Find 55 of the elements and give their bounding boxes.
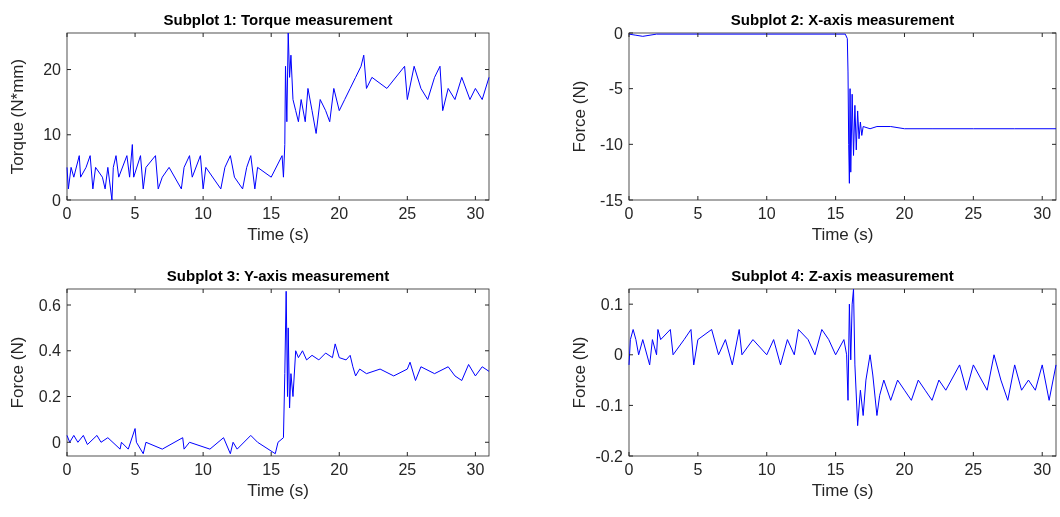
y-tick-label: 0: [52, 191, 62, 209]
y-axis-title: Force (N): [570, 80, 589, 153]
y-tick-label: -10: [599, 135, 624, 153]
x-tick-label: 20: [895, 205, 914, 222]
x-tick-label: 20: [330, 205, 349, 222]
y-tick-label: 0: [52, 433, 62, 451]
y-axis-title: Force (N): [8, 336, 27, 409]
chart-title: Subplot 3: Y-axis measurement: [166, 267, 390, 284]
chart-title: Subplot 2: X-axis measurement: [730, 11, 955, 28]
x-tick-label: 15: [826, 205, 845, 222]
x-tick-label: 5: [130, 461, 140, 478]
x-tick-label: 25: [398, 205, 417, 222]
x-tick-label: 5: [130, 205, 140, 222]
x-tick-label: 30: [466, 461, 485, 478]
x-tick-label: 10: [757, 461, 776, 478]
x-tick-label: 30: [1033, 461, 1052, 478]
x-tick-label: 20: [895, 461, 914, 478]
x-tick-label: 10: [757, 205, 776, 222]
y-tick-label: 10: [43, 126, 62, 144]
y-tick-label: -15: [599, 191, 624, 209]
x-axis-title: Time (s): [247, 225, 309, 244]
x-tick-label: 20: [330, 461, 349, 478]
line-series: [628, 33, 1057, 184]
x-axis-title: Time (s): [811, 225, 874, 244]
x-tick-label: 10: [194, 461, 213, 478]
y-tick-label: 0.4: [38, 342, 62, 360]
y-tick-label: -0.1: [595, 396, 624, 414]
x-tick-label: 15: [262, 205, 281, 222]
y-tick-label: 20: [43, 61, 62, 79]
y-tick-label: 0: [614, 346, 624, 364]
x-tick-label: 15: [262, 461, 281, 478]
x-tick-label: 25: [964, 461, 983, 478]
y-tick-label: 0.1: [600, 295, 624, 313]
x-tick-label: 5: [693, 205, 703, 222]
x-tick-label: 25: [964, 205, 983, 222]
x-tick-label: 10: [194, 205, 213, 222]
x-axis-title: Time (s): [811, 481, 874, 500]
x-tick-label: 15: [826, 461, 845, 478]
line-series: [628, 288, 1057, 427]
line-series: [66, 290, 490, 455]
x-tick-label: 30: [466, 205, 485, 222]
y-axis-title: Torque (N*mm): [8, 58, 27, 175]
y-tick-label: 0: [614, 24, 624, 42]
x-axis-title: Time (s): [247, 481, 309, 500]
y-tick-label: 0.6: [38, 296, 62, 314]
y-tick-label: -5: [608, 80, 624, 98]
y-axis-title: Force (N): [570, 336, 589, 409]
x-tick-label: 5: [693, 461, 703, 478]
y-tick-label: -0.2: [595, 447, 624, 465]
x-tick-label: 25: [398, 461, 417, 478]
y-tick-label: 0.2: [38, 388, 62, 406]
chart-title: Subplot 1: Torque measurement: [163, 11, 393, 28]
x-tick-label: 30: [1033, 205, 1052, 222]
chart-title: Subplot 4: Z-axis measurement: [731, 267, 954, 284]
line-series: [66, 32, 490, 201]
